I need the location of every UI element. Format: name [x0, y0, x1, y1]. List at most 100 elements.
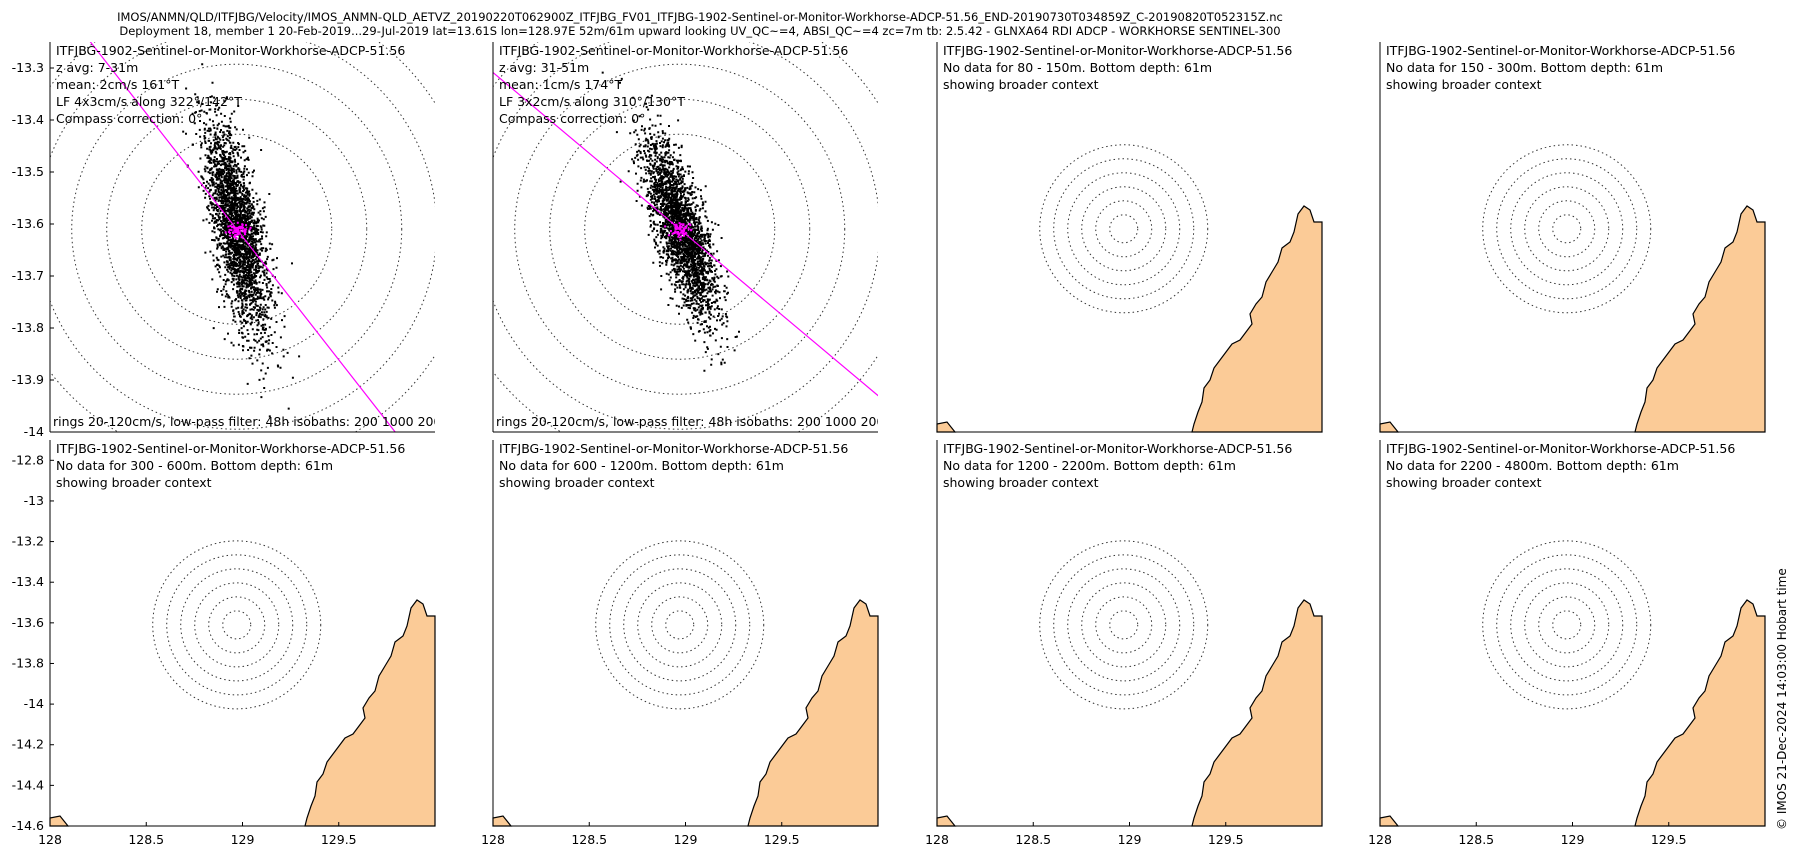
xtick-label-8-2: 129 — [1561, 832, 1585, 847]
velocity-ring-4-4 — [166, 554, 308, 696]
xtick-label-5-1: 128.5 — [128, 832, 164, 847]
xtick-label-7-1: 128.5 — [1015, 832, 1051, 847]
xtick-label-7-0: 128 — [925, 832, 949, 847]
panel-title-8: ITFJBG-1902-Sentinel-or-Monitor-Workhors… — [1386, 441, 1735, 456]
ytick-label-5-6: -14 — [24, 696, 44, 711]
panel-info-6-0: No data for 600 - 1200m. Bottom depth: 6… — [499, 458, 784, 473]
panel-title-6: ITFJBG-1902-Sentinel-or-Monitor-Workhors… — [499, 441, 848, 456]
velocity-ring-1-0 — [584, 133, 776, 325]
velocity-ring-1-1 — [549, 98, 811, 360]
ytick-label-5-7: -14.2 — [12, 737, 44, 752]
ytick-label-5-1: -13 — [24, 493, 44, 508]
panel-info-2-0: z avg: 31-51m — [499, 60, 589, 75]
velocity-ring-4-2 — [194, 582, 280, 668]
velocity-ring-3-2 — [1524, 186, 1610, 272]
velocity-ring-6-4 — [1053, 554, 1195, 696]
panel-footer-1: rings 20-120cm/s, low-pass filter: 48h i… — [53, 414, 485, 429]
velocity-ring-6-3 — [1067, 568, 1181, 682]
coastline-4 — [1634, 205, 1766, 433]
lowpass-points-2 — [664, 221, 693, 241]
velocity-ring-2-0 — [1109, 214, 1139, 244]
ytick-label-1-3: -13.6 — [12, 216, 44, 231]
panel-info-3-0: No data for 80 - 150m. Bottom depth: 61m — [943, 60, 1212, 75]
panel-info-8-1: showing broader context — [1386, 475, 1542, 490]
velocity-ring-7-5 — [1482, 540, 1652, 710]
panel-info-3-1: showing broader context — [943, 77, 1099, 92]
ytick-label-5-3: -13.4 — [12, 574, 44, 589]
xtick-label-6-2: 129 — [674, 832, 698, 847]
panel-info-2-3: Compass correction: 0° — [499, 111, 645, 126]
ytick-label-5-5: -13.8 — [12, 655, 44, 670]
coastline-3 — [1191, 205, 1323, 433]
panel-title-7: ITFJBG-1902-Sentinel-or-Monitor-Workhors… — [943, 441, 1292, 456]
xtick-label-8-1: 128.5 — [1458, 832, 1494, 847]
coastline-corner-8 — [1379, 815, 1400, 827]
xtick-label-6-3: 129.5 — [764, 832, 800, 847]
ytick-label-1-4: -13.7 — [12, 268, 44, 283]
velocity-ring-7-1 — [1538, 596, 1596, 654]
copyright-note: © IMOS 21-Dec-2024 14:03:00 Hobart time — [1775, 568, 1789, 830]
velocity-ring-2-3 — [1067, 172, 1181, 286]
velocity-scatter-1 — [182, 63, 301, 418]
velocity-ring-3-1 — [1538, 200, 1596, 258]
xtick-label-7-2: 129 — [1118, 832, 1142, 847]
velocity-ring-2-4 — [1053, 158, 1195, 300]
velocity-ring-3-4 — [1496, 158, 1638, 300]
velocity-ring-0-2 — [71, 63, 403, 395]
panel-info-2-2: LF 3x2cm/s along 310°/130°T — [499, 94, 685, 109]
panel-info-1-1: mean: 2cm/s 161°T — [56, 77, 179, 92]
velocity-ring-5-3 — [623, 568, 737, 682]
velocity-ring-5-0 — [665, 610, 695, 640]
velocity-ring-4-3 — [180, 568, 294, 682]
ytick-label-1-1: -13.4 — [12, 112, 44, 127]
velocity-ring-2-5 — [1039, 144, 1209, 314]
coastline-corner-7 — [936, 815, 957, 827]
panel-info-8-0: No data for 2200 - 4800m. Bottom depth: … — [1386, 458, 1679, 473]
panel-title-2: ITFJBG-1902-Sentinel-or-Monitor-Workhors… — [499, 43, 848, 58]
velocity-ring-6-2 — [1081, 582, 1167, 668]
velocity-ring-0-0 — [141, 133, 333, 325]
velocity-ring-7-0 — [1552, 610, 1582, 640]
panel-title-5: ITFJBG-1902-Sentinel-or-Monitor-Workhors… — [56, 441, 405, 456]
ytick-label-5-8: -14.4 — [12, 777, 44, 792]
coastline-6 — [747, 599, 879, 827]
ytick-label-5-4: -13.6 — [12, 615, 44, 630]
coastline-corner-3 — [936, 421, 957, 433]
velocity-ring-2-1 — [1095, 200, 1153, 258]
xtick-label-6-0: 128 — [481, 832, 505, 847]
ytick-label-1-7: -14 — [24, 424, 44, 439]
xtick-label-5-2: 129 — [231, 832, 255, 847]
ytick-label-1-0: -13.3 — [12, 60, 44, 75]
velocity-ring-5-4 — [609, 554, 751, 696]
xtick-label-8-3: 129.5 — [1651, 832, 1687, 847]
velocity-ring-3-5 — [1482, 144, 1652, 314]
coastline-corner-5 — [49, 815, 70, 827]
velocity-ring-3-0 — [1552, 214, 1582, 244]
panel-info-7-1: showing broader context — [943, 475, 1099, 490]
panel-info-1-3: Compass correction: 0° — [56, 111, 202, 126]
ytick-label-5-0: -12.8 — [12, 452, 44, 467]
panel-info-5-1: showing broader context — [56, 475, 212, 490]
panel-title-3: ITFJBG-1902-Sentinel-or-Monitor-Workhors… — [943, 43, 1292, 58]
panel-footer-2: rings 20-120cm/s, low-pass filter: 48h i… — [496, 414, 928, 429]
coastline-5 — [304, 599, 436, 827]
velocity-ring-1-2 — [514, 63, 846, 395]
ytick-label-5-2: -13.2 — [12, 534, 44, 549]
velocity-ring-2-2 — [1081, 186, 1167, 272]
velocity-ring-7-4 — [1496, 554, 1638, 696]
lowpass-points-1 — [224, 221, 252, 240]
velocity-ring-5-1 — [651, 596, 709, 654]
xtick-label-6-1: 128.5 — [571, 832, 607, 847]
panel-info-7-0: No data for 1200 - 2200m. Bottom depth: … — [943, 458, 1236, 473]
panel-info-1-0: z avg: 7-31m — [56, 60, 138, 75]
coastline-8 — [1634, 599, 1766, 827]
panel-title-4: ITFJBG-1902-Sentinel-or-Monitor-Workhors… — [1386, 43, 1735, 58]
figure-header-deployment: Deployment 18, member 1 20-Feb-2019...29… — [119, 24, 1281, 38]
panel-info-6-1: showing broader context — [499, 475, 655, 490]
xtick-label-5-3: 129.5 — [321, 832, 357, 847]
velocity-ring-5-5 — [595, 540, 765, 710]
velocity-ring-6-5 — [1039, 540, 1209, 710]
ytick-label-1-5: -13.8 — [12, 320, 44, 335]
panel-info-4-0: No data for 150 - 300m. Bottom depth: 61… — [1386, 60, 1663, 75]
